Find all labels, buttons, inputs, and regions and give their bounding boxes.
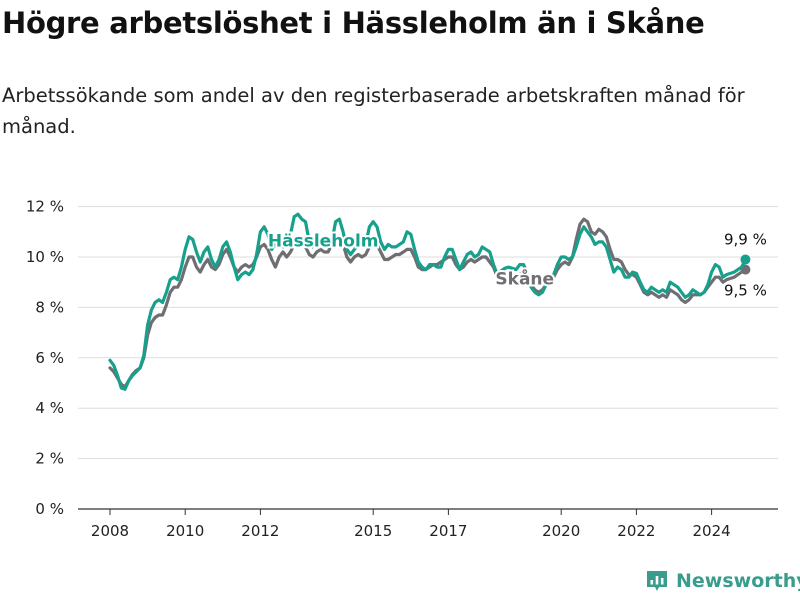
brand-name: Newsworthy	[676, 570, 800, 592]
series-end-point	[740, 254, 751, 265]
chart-axes: 0 % 2 % 4 % 6 % 8 % 10 % 12 % 2008 2010 2012 2015 2…	[26, 198, 731, 540]
newsworthy-logo-icon	[647, 571, 667, 591]
x-tick-label: 2017	[429, 522, 467, 540]
brand-footer[interactable]: Newsworthy	[645, 569, 800, 593]
y-tick-label: 2 %	[35, 450, 64, 468]
y-tick-label: 6 %	[35, 349, 64, 367]
series-label: Hässleholm	[268, 232, 379, 252]
end-value-label: 9,9 %	[724, 231, 767, 249]
x-tick-label: 2010	[166, 522, 204, 540]
series-line-skane	[108, 217, 747, 389]
x-tick-label: 2022	[617, 522, 655, 540]
end-value-label: 9,5 %	[724, 282, 767, 300]
x-tick-label: 2012	[241, 522, 279, 540]
page-title: Högre arbetslöshet i Hässleholm än i Skå…	[2, 6, 705, 40]
y-tick-label: 0 %	[35, 500, 64, 518]
y-tick-label: 8 %	[35, 298, 64, 316]
page-subtitle: Arbetssökande som andel av den registerb…	[2, 84, 745, 138]
series-label: Skåne	[495, 267, 554, 289]
x-tick-label: 2024	[693, 522, 731, 540]
x-tick-label: 2020	[542, 522, 580, 540]
series-line-hassleholm	[108, 212, 747, 391]
y-tick-label: 4 %	[35, 399, 64, 417]
y-tick-label: 10 %	[26, 248, 64, 266]
x-tick-label: 2015	[354, 522, 392, 540]
grid-lines	[78, 206, 778, 510]
chart-series	[108, 212, 751, 391]
chart-labels: Hässleholm Skåne 9,9 % 9,5 %	[266, 229, 768, 301]
y-tick-label: 12 %	[26, 198, 64, 216]
x-tick-label: 2008	[91, 522, 129, 540]
